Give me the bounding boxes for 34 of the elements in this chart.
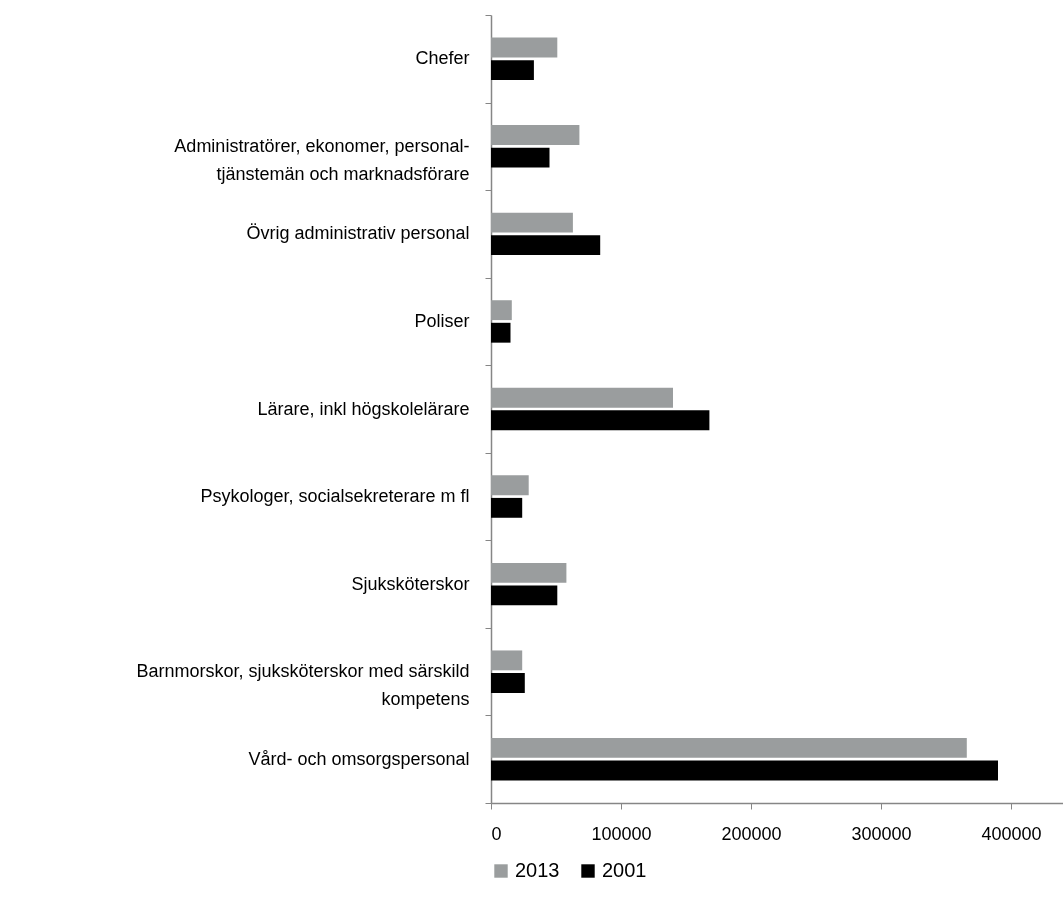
bar: [491, 760, 998, 781]
bar: [491, 125, 580, 145]
bar: [491, 410, 710, 431]
bar: [491, 37, 558, 58]
x-tick-label: 100000: [591, 823, 652, 844]
bar: [491, 60, 534, 80]
legend-label: 2001: [602, 859, 647, 881]
bar: [491, 497, 523, 518]
bar: [491, 650, 523, 671]
y-tick-label: Vård- och omsorgspersonal: [248, 748, 470, 769]
y-tick-label: Administratörer, ekonomer, personal-tjänstemän och marknadsförare: [174, 135, 470, 184]
y-tick-label: Psykologer, socialsekreterare m fl: [200, 486, 470, 507]
bar: [491, 387, 673, 408]
y-tick-label: Poliser: [414, 310, 470, 331]
bar: [491, 673, 525, 693]
bar: [491, 147, 550, 168]
x-tick-label: 400000: [981, 823, 1042, 844]
bar: [491, 475, 529, 496]
bar: [491, 300, 512, 321]
y-tick-label: Chefer: [415, 48, 470, 69]
y-tick-label: Sjuksköterskor: [351, 573, 470, 594]
x-tick-label: 300000: [851, 823, 912, 844]
bar: [491, 738, 967, 758]
bar: [491, 212, 573, 233]
legend-label: 2013: [515, 859, 560, 881]
bar: [491, 235, 601, 256]
bar: [491, 562, 567, 583]
y-tick-label: Övrig administrativ personal: [246, 223, 470, 244]
y-tick-label: Lärare, inkl högskolelärare: [257, 398, 470, 419]
x-tick-label: 200000: [721, 823, 782, 844]
bar: [491, 322, 511, 343]
bar: [491, 585, 558, 606]
x-tick-label: 0: [491, 823, 502, 844]
y-tick-label: Barnmorskor, sjuksköterskor med särskild kompetens: [136, 661, 470, 710]
